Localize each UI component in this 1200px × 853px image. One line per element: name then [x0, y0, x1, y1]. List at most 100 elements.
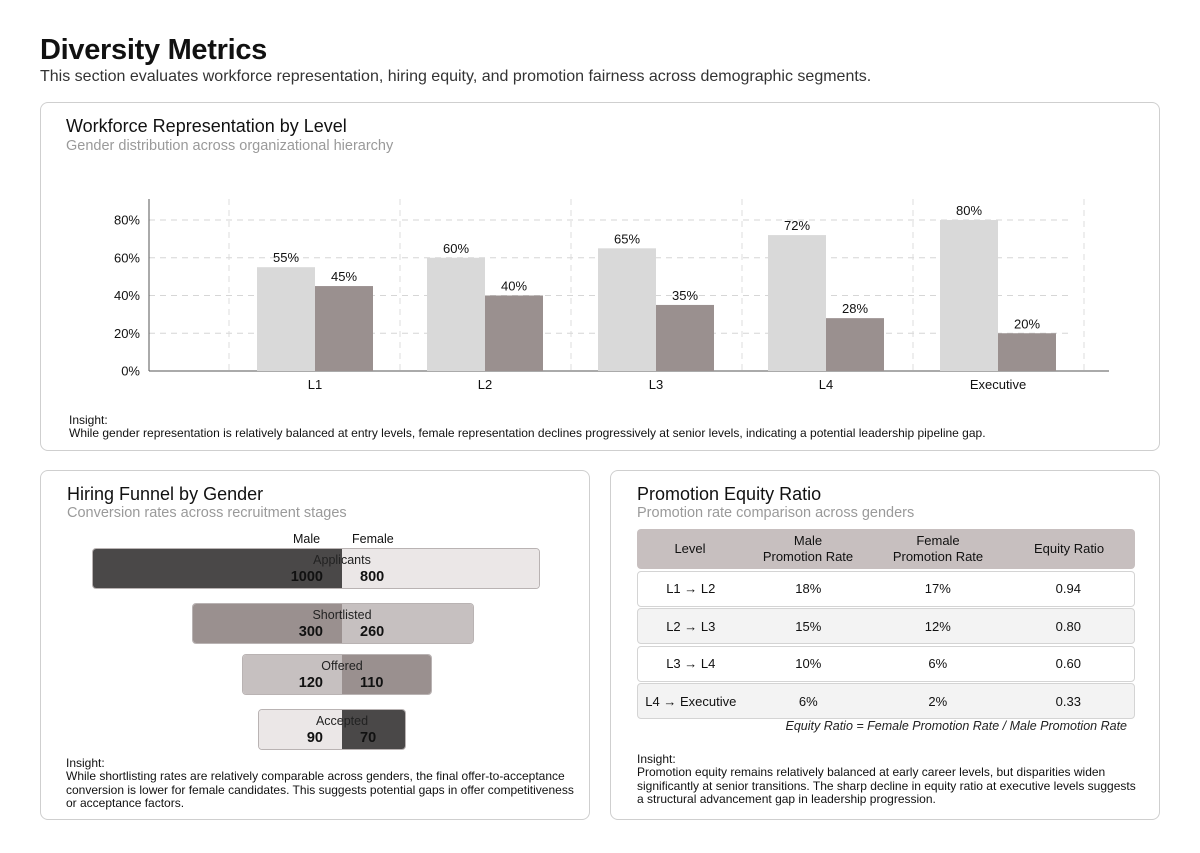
- funnel-male-value: 90: [306, 730, 323, 746]
- data-label: 35%: [672, 288, 698, 303]
- funnel-stage-offered: Offered 120 110: [242, 654, 432, 695]
- funnel-male-value: 120: [298, 675, 323, 691]
- hiring-insight-text: While shortlisting rates are relatively …: [66, 769, 574, 810]
- bar-female: [998, 333, 1056, 371]
- funnel-female-value: 110: [360, 675, 384, 691]
- table-row: L1 → L2 18% 17% 0.94: [637, 570, 1135, 607]
- funnel-male-value: 1000: [290, 569, 323, 585]
- data-label: 65%: [614, 231, 640, 246]
- table-row: L4 → Executive 6% 2% 0.33: [637, 683, 1135, 719]
- cell-level: L2 → L3: [666, 618, 716, 634]
- legend-female: Female: [352, 532, 394, 546]
- x-tick-label: L3: [649, 377, 663, 392]
- funnel-male-segment: [93, 549, 342, 588]
- funnel-stage-accepted: Accepted 90 70: [258, 709, 406, 750]
- equity-formula: Equity Ratio = Female Promotion Rate / M…: [785, 719, 1127, 733]
- bar-female: [826, 318, 884, 371]
- data-label: 20%: [1014, 316, 1040, 331]
- bar-male: [427, 257, 485, 371]
- y-tick-label: 60%: [114, 250, 140, 265]
- workforce-insight-label: Insight:: [69, 413, 108, 427]
- funnel-stage-label: Accepted: [315, 714, 369, 728]
- hiring-insight-label: Insight:: [66, 756, 105, 770]
- bar-male: [598, 248, 656, 371]
- funnel-stage-label: Offered: [321, 659, 363, 673]
- cell-equity-ratio: 0.33: [1055, 693, 1081, 709]
- cell-female-rate: 17%: [924, 581, 951, 596]
- data-label: 45%: [331, 269, 357, 284]
- data-label: 60%: [443, 241, 469, 256]
- workforce-subtitle: Gender distribution across organizationa…: [66, 138, 394, 154]
- funnel-female-segment: [342, 655, 431, 694]
- data-label: 80%: [956, 203, 982, 218]
- cell-equity-ratio: 0.80: [1055, 618, 1081, 634]
- funnel-stage-label: Shortlisted: [312, 608, 372, 622]
- bar-female: [656, 304, 714, 371]
- cell-level: L3 → L4: [666, 656, 716, 671]
- page-subtitle: This section evaluates workforce represe…: [40, 68, 872, 85]
- table-row: L3 → L4 10% 6% 0.60: [637, 645, 1135, 682]
- funnel-female-value: 70: [360, 730, 377, 746]
- header-equity-ratio: Equity Ratio: [1033, 541, 1105, 556]
- header-female-rate: Female Promotion Rate: [892, 533, 984, 564]
- table-header: Level Male Promotion Rate Female Promoti…: [637, 529, 1135, 569]
- y-tick-label: 80%: [114, 213, 140, 228]
- promotion-table: Level Male Promotion Rate Female Promoti…: [637, 529, 1135, 719]
- x-tick-label: L2: [478, 377, 492, 392]
- header-level: Level: [674, 541, 706, 556]
- funnel-male-segment: [193, 604, 342, 643]
- hiring-card: Hiring Funnel by Gender Conversion rates…: [40, 470, 590, 820]
- funnel-male-segment: [243, 655, 342, 694]
- x-tick-label: L1: [308, 377, 322, 392]
- y-tick-label: 20%: [114, 326, 140, 341]
- hiring-title: Hiring Funnel by Gender: [67, 484, 264, 504]
- cell-level: L1 → L2: [666, 581, 716, 596]
- cell-female-rate: 12%: [924, 618, 951, 634]
- hiring-subtitle: Conversion rates across recruitment stag…: [67, 505, 347, 521]
- workforce-insight-text: While gender representation is relativel…: [69, 426, 986, 440]
- promotion-title: Promotion Equity Ratio: [637, 484, 822, 504]
- header-male-rate: Male Promotion Rate: [762, 533, 854, 564]
- page-title: Diversity Metrics: [40, 34, 268, 66]
- cell-equity-ratio: 0.60: [1055, 656, 1081, 671]
- data-label: 55%: [273, 250, 299, 265]
- funnel-male-value: 300: [298, 624, 323, 640]
- funnel-female-segment: [342, 549, 539, 588]
- funnel-female-value: 800: [360, 569, 385, 585]
- funnel-stage-shortlisted: Shortlisted 300 260: [192, 603, 474, 644]
- cell-level: L4 → Executive: [645, 693, 737, 709]
- funnel-female-segment: [342, 710, 405, 749]
- cell-male-rate: 18%: [795, 581, 822, 596]
- bar-male: [768, 235, 826, 371]
- data-label: 72%: [784, 218, 810, 233]
- funnel-stage-applicants: Applicants 1000 800: [92, 548, 540, 589]
- x-tick-label: L4: [819, 377, 833, 392]
- bar-female: [485, 295, 543, 371]
- promotion-insight-label: Insight:: [637, 752, 676, 766]
- cell-male-rate: 6%: [798, 693, 818, 709]
- bar-male: [257, 267, 315, 371]
- funnel-male-segment: [259, 710, 342, 749]
- funnel-female-value: 260: [360, 624, 385, 640]
- x-tick-label: Executive: [970, 377, 1026, 392]
- legend-male: Male: [293, 532, 321, 546]
- cell-male-rate: 15%: [795, 618, 822, 634]
- promotion-subtitle: Promotion rate comparison across genders: [637, 505, 915, 521]
- y-tick-label: 0%: [121, 364, 140, 379]
- cell-female-rate: 2%: [928, 693, 948, 709]
- promotion-card: Promotion Equity Ratio Promotion rate co…: [610, 470, 1160, 820]
- promotion-insight-text: Promotion equity remains relatively bala…: [637, 765, 1136, 806]
- funnel-female-segment: [342, 604, 473, 643]
- y-tick-label: 40%: [114, 288, 140, 303]
- data-label: 28%: [842, 301, 868, 316]
- table-row: L2 → L3 15% 12% 0.80: [637, 608, 1135, 644]
- bar-female: [315, 286, 373, 371]
- funnel-stage-label: Applicants: [313, 553, 371, 567]
- cell-equity-ratio: 0.94: [1055, 581, 1081, 596]
- workforce-title: Workforce Representation by Level: [66, 116, 347, 136]
- data-label: 40%: [501, 279, 527, 294]
- bar-male: [940, 220, 998, 371]
- cell-male-rate: 10%: [795, 656, 822, 671]
- workforce-bar-chart: 0% 20% 40% 60% 80% 55% 45% L1 60% 40% L2 65% 35% L3 72…: [114, 199, 1109, 392]
- cell-female-rate: 6%: [928, 656, 948, 671]
